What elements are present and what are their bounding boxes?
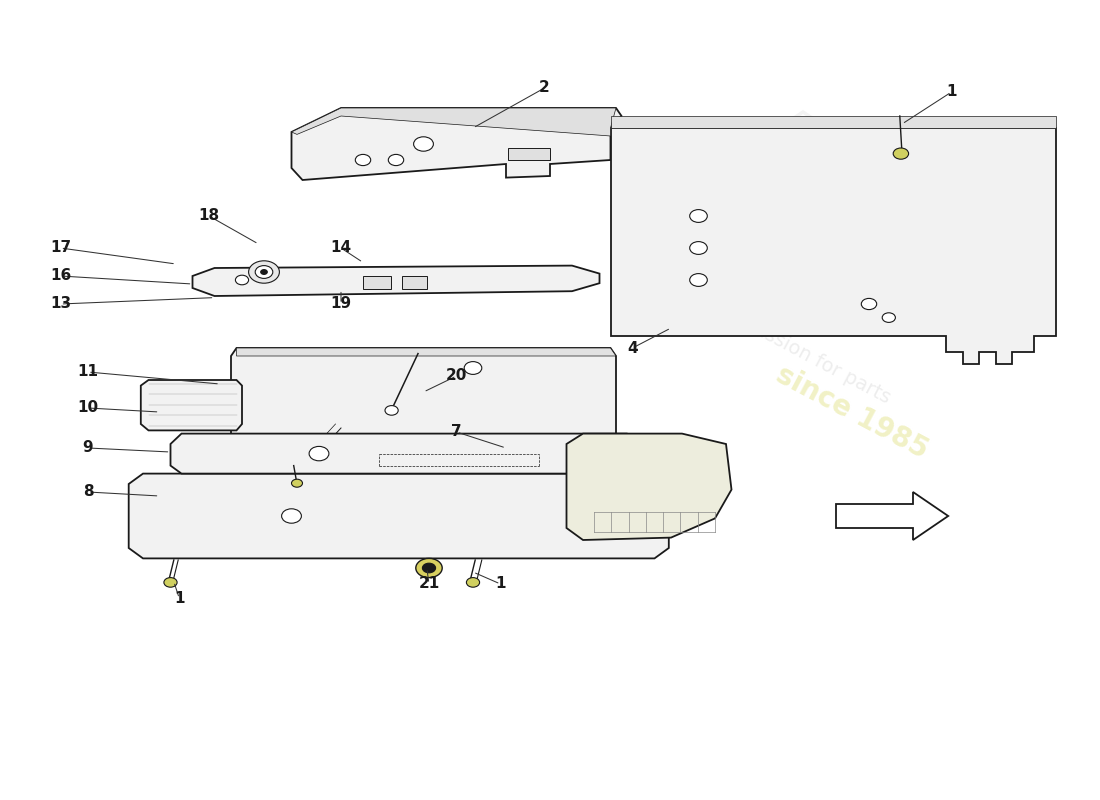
Polygon shape [314,448,462,460]
Circle shape [309,446,329,461]
Polygon shape [402,276,427,289]
Circle shape [464,362,482,374]
Circle shape [355,154,371,166]
Polygon shape [292,108,622,180]
Text: 20: 20 [446,369,468,383]
Text: euro: euro [739,160,867,256]
Text: 9: 9 [82,441,94,455]
Circle shape [292,479,302,487]
Text: 18: 18 [198,209,220,223]
Circle shape [690,242,707,254]
Circle shape [422,563,436,573]
Text: a passion for parts: a passion for parts [724,305,893,407]
Polygon shape [236,348,616,356]
Text: 14: 14 [330,241,352,255]
Circle shape [235,275,249,285]
Text: 10: 10 [77,401,99,415]
Text: 13: 13 [50,297,72,311]
Polygon shape [129,474,669,558]
Text: 7: 7 [451,425,462,439]
Circle shape [255,266,273,278]
Text: 21: 21 [418,577,440,591]
Polygon shape [610,116,1056,128]
Polygon shape [141,380,242,430]
Polygon shape [170,434,638,474]
Circle shape [861,298,877,310]
Text: 16: 16 [50,269,72,283]
Polygon shape [610,128,1056,364]
Text: 17: 17 [50,241,72,255]
Circle shape [249,261,279,283]
Circle shape [414,137,433,151]
Circle shape [282,509,301,523]
Text: 19: 19 [330,297,352,311]
Circle shape [893,148,909,159]
Polygon shape [363,276,390,289]
Text: 11: 11 [77,365,99,379]
Polygon shape [566,434,732,540]
Circle shape [690,274,707,286]
Polygon shape [192,266,600,296]
Text: 1: 1 [946,85,957,99]
Text: 1: 1 [174,591,185,606]
Polygon shape [508,148,550,160]
Polygon shape [836,492,948,540]
Circle shape [385,406,398,415]
Text: 1: 1 [495,577,506,591]
Polygon shape [292,108,616,136]
Circle shape [261,270,267,274]
Text: 8: 8 [82,485,94,499]
Circle shape [882,313,895,322]
Circle shape [416,558,442,578]
Text: since 1985: since 1985 [771,360,934,464]
Circle shape [690,210,707,222]
Text: spares: spares [791,210,969,334]
Circle shape [388,154,404,166]
Polygon shape [231,348,616,474]
Circle shape [466,578,480,587]
Text: 2: 2 [539,81,550,95]
Circle shape [164,578,177,587]
Text: 4: 4 [627,341,638,355]
